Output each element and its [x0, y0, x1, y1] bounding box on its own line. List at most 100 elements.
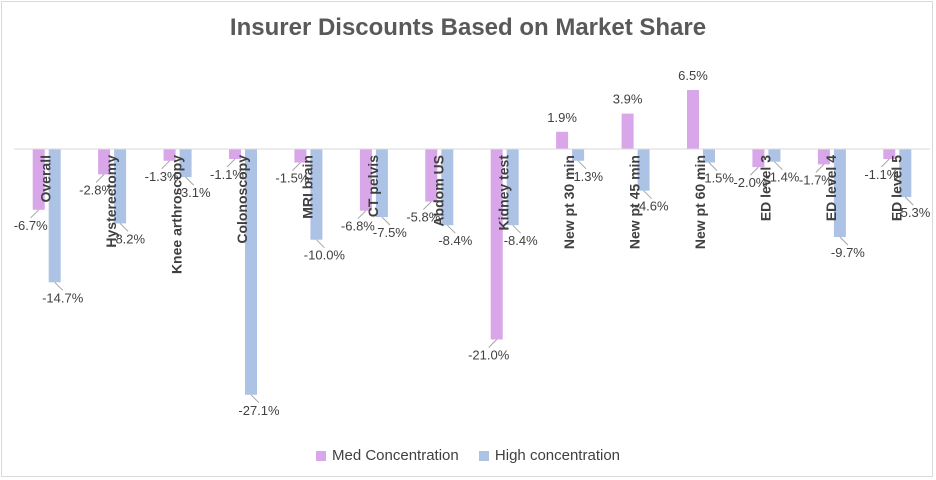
data-label-high-0: -14.7%: [42, 290, 84, 305]
category-label-13: ED level 5: [888, 155, 904, 221]
leader-line-med-13: [880, 158, 890, 168]
category-label-9: New pt 45 min: [627, 155, 643, 249]
legend-entry-med: Med Concentration: [316, 447, 459, 464]
legend-label-high: High concentration: [494, 447, 620, 464]
leader-line-high-10: [708, 162, 718, 171]
chart-title: Insurer Discounts Based on Market Share: [229, 14, 707, 41]
category-label-1: Hysterectomy: [103, 155, 119, 248]
data-label-high-10: -1.5%: [700, 171, 734, 186]
legend-label-med: Med Concentration: [332, 447, 459, 464]
leader-line-med-1: [95, 174, 105, 183]
bar-med-4: [294, 149, 307, 163]
bar-high-5: [375, 149, 388, 217]
bar-high-7: [506, 149, 519, 226]
bar-med-7: [490, 149, 503, 340]
data-label-med-10: 6.5%: [678, 68, 708, 83]
category-label-4: MRI brain: [299, 155, 315, 219]
bar-high-8: [572, 149, 585, 161]
data-label-high-6: -8.4%: [438, 233, 472, 248]
leader-line-med-12: [815, 164, 825, 173]
data-label-high-8: -1.3%: [569, 169, 603, 184]
bar-med-11: [752, 149, 765, 168]
category-label-2: Knee arthroscopy: [169, 155, 185, 274]
leader-line-med-2: [161, 160, 170, 170]
data-label-high-4: -10.0%: [304, 248, 346, 263]
data-label-med-5: -6.8%: [341, 219, 375, 234]
bar-med-9: [621, 113, 634, 149]
bar-high-4: [310, 149, 323, 240]
data-label-high-7: -8.4%: [504, 233, 538, 248]
category-label-11: ED level 3: [757, 155, 773, 221]
data-label-med-2: -1.3%: [145, 169, 179, 184]
legend: Med Concentration High concentration: [2, 447, 934, 465]
bar-high-1: [114, 149, 127, 224]
leader-line-high-9: [643, 190, 652, 200]
bar-high-9: [637, 149, 650, 191]
leader-line-med-4: [292, 162, 301, 171]
data-label-high-9: -4.6%: [635, 199, 669, 214]
category-label-10: New pt 60 min: [692, 155, 708, 249]
bar-med-12: [817, 149, 830, 165]
data-label-med-4: -1.5%: [275, 171, 309, 186]
leader-line-high-13: [904, 196, 914, 206]
data-label-med-1: -2.8%: [79, 182, 113, 197]
bar-med-10: [687, 90, 699, 149]
leader-line-high-7: [512, 224, 522, 234]
legend-entry-high: High concentration: [478, 447, 620, 464]
leader-line-high-3: [250, 394, 260, 404]
data-label-med-13: -1.1%: [864, 167, 898, 182]
legend-swatch-high: [478, 450, 489, 461]
data-label-med-9: 3.9%: [613, 92, 643, 107]
leader-line-med-11: [750, 166, 759, 176]
leader-line-high-8: [577, 160, 587, 170]
bar-high-2: [179, 149, 192, 178]
leader-line-med-0: [30, 209, 40, 219]
data-label-high-3: -27.1%: [238, 403, 280, 418]
category-label-0: Overall: [38, 155, 54, 202]
data-label-high-13: -5.3%: [896, 205, 930, 220]
leader-line-high-2: [185, 176, 194, 186]
leader-line-high-1: [119, 223, 129, 232]
data-label-med-12: -1.7%: [799, 172, 833, 187]
data-label-high-11: -1.4%: [765, 170, 799, 185]
category-label-6: Abdom US: [430, 155, 446, 227]
data-label-high-5: -7.5%: [373, 225, 407, 240]
leader-line-high-11: [774, 161, 783, 171]
category-label-12: ED level 4: [823, 155, 839, 221]
bar-high-6: [441, 149, 454, 226]
leader-line-high-12: [839, 236, 849, 246]
leader-line-med-5: [357, 210, 367, 220]
bar-high-3: [245, 149, 257, 395]
bar-med-1: [98, 149, 111, 175]
data-label-med-7: -21.0%: [468, 348, 510, 363]
leader-line-high-6: [446, 224, 456, 234]
leader-line-high-0: [54, 281, 64, 291]
bar-high-0: [48, 149, 61, 283]
bar-high-10: [703, 149, 715, 163]
data-label-med-0: -6.7%: [14, 218, 48, 233]
data-label-med-6: -5.8%: [406, 210, 440, 225]
data-label-high-12: -9.7%: [831, 245, 865, 260]
data-label-high-2: -3.1%: [177, 185, 211, 200]
leader-line-high-5: [381, 216, 391, 226]
bar-high-11: [768, 149, 781, 162]
category-label-7: Kidney test: [496, 155, 512, 231]
bar-med-3: [229, 149, 241, 159]
bar-med-6: [425, 149, 438, 202]
category-label-5: CT pelvis: [365, 155, 381, 217]
leader-line-med-3: [226, 158, 236, 168]
data-label-med-11: -2.0%: [733, 175, 767, 190]
data-label-med-8: 1.9%: [547, 110, 577, 125]
bar-med-5: [359, 149, 372, 211]
leader-line-high-4: [316, 239, 325, 249]
category-label-3: Colonoscopy: [234, 155, 250, 244]
category-label-8: New pt 30 min: [561, 155, 577, 249]
data-label-high-1: -8.2%: [111, 231, 145, 246]
bar-high-12: [833, 149, 846, 237]
bar-med-13: [883, 149, 896, 159]
leader-line-med-6: [422, 201, 432, 210]
legend-swatch-med: [316, 450, 326, 461]
bar-med-8: [556, 131, 569, 149]
bar-high-13: [899, 149, 912, 198]
